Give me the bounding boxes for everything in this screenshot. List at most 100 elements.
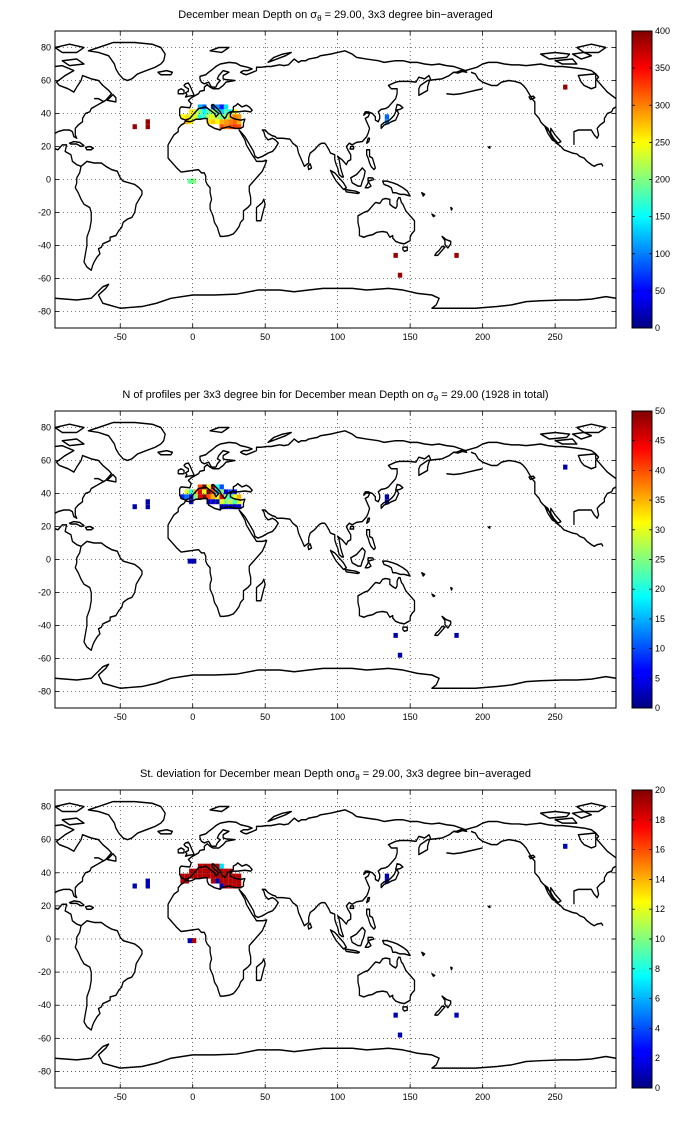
y-tick-label: 40 [41,489,51,499]
colorbar-tick-label: 30 [655,525,665,535]
y-tick-label: -40 [38,621,51,631]
bin-cell [232,119,237,125]
bin-cell [206,868,211,874]
bin-cell [223,868,229,874]
colorbar-tick-label: 350 [655,63,670,73]
y-tick-label: 60 [41,835,51,845]
bin-cell [193,873,198,879]
panel-title: St. deviation for December mean Depth on… [140,768,531,782]
bin-cell [393,632,398,638]
bin-cell [219,109,224,115]
y-tick-label: 60 [41,456,51,466]
bin-cell [145,504,150,510]
colorbar-tick-label: 10 [655,644,665,654]
x-tick-label: 200 [475,332,490,342]
y-tick-label: 0 [46,934,51,944]
bin-cell [206,119,211,125]
bin-cell [232,873,237,879]
bin-cell [223,489,229,495]
x-tick-label: 150 [403,1092,418,1102]
bin-cell [454,632,459,638]
bin-cell [206,489,211,495]
bin-cell [219,863,224,869]
y-tick-label: 0 [46,555,51,565]
bin-cell [145,883,150,889]
bin-cell [202,873,207,879]
bin-cell [232,499,237,505]
bin-cell [180,878,185,884]
y-tick-label: -20 [38,588,51,598]
bin-cell [189,868,194,874]
bin-cell [191,178,197,184]
bin-cell [197,109,203,115]
y-tick-label: -60 [38,274,51,284]
colorbar-tick-label: 8 [655,964,660,974]
bin-cell [197,868,203,874]
bin-cell [210,114,216,120]
bin-cell [191,938,197,944]
bin-cell [215,104,220,110]
bin-cell [206,494,211,500]
bin-cell [454,252,459,258]
bin-cell [210,499,216,505]
bin-cell [197,863,203,869]
x-tick-label: -50 [114,1092,127,1102]
bin-cell [223,878,229,884]
bin-cell [219,484,224,490]
bin-cell [223,104,229,110]
panel-title: December mean Depth on σθ = 29.00, 3x3 d… [178,9,493,23]
colorbar-tick-label: 200 [655,175,670,185]
bin-cell [206,484,211,490]
x-tick-label: 0 [190,332,195,342]
panel-title: N of profiles per 3x3 degree bin for Dec… [122,389,548,403]
y-tick-label: 20 [41,901,51,911]
bin-cell [215,878,220,884]
colorbar-tick-label: 16 [655,845,665,855]
bin-cell [228,119,233,125]
bin-cell [219,868,224,874]
bin-cell [187,558,192,564]
bin-cell [189,489,194,495]
bin-cell [197,114,203,120]
bin-cell [197,484,203,490]
bin-cell [397,1032,403,1038]
bin-cell [132,124,137,130]
x-tick-label: 150 [403,712,418,722]
colorbar-tick-label: 250 [655,137,670,147]
bin-cell [187,178,192,184]
bin-cell [563,84,568,90]
bin-cell [202,489,207,495]
bin-cell [228,499,233,505]
y-tick-label: 0 [46,175,51,185]
colorbar-tick-label: 2 [655,1053,660,1063]
colorbar-tick-label: 50 [655,286,665,296]
y-tick-label: -80 [38,1066,51,1076]
x-tick-label: 200 [475,712,490,722]
bin-cell [232,504,237,510]
x-tick-label: 100 [330,1092,345,1102]
bin-cell [219,504,224,510]
bin-cell [236,119,242,125]
colorbar-tick-label: 6 [655,994,660,1004]
bin-cell [219,124,224,130]
colorbar-tick-label: 300 [655,100,670,110]
bin-cell [232,878,237,884]
y-tick-label: -60 [38,654,51,664]
bin-cell [232,883,237,889]
bin-cell [232,114,237,120]
bin-cell [180,494,185,500]
bin-cell [145,499,150,505]
bin-cell [384,494,390,500]
y-tick-label: -60 [38,1033,51,1043]
bin-cell [397,652,403,658]
bin-cell [191,558,197,564]
bin-cell [206,873,211,879]
x-tick-label: -50 [114,712,127,722]
bin-cell [232,494,237,500]
bin-cell [184,873,190,879]
bin-cell [197,494,203,500]
y-tick-label: 40 [41,868,51,878]
bin-cell [397,272,403,278]
colorbar-tick-label: 5 [655,673,660,683]
bin-cell [219,119,224,125]
